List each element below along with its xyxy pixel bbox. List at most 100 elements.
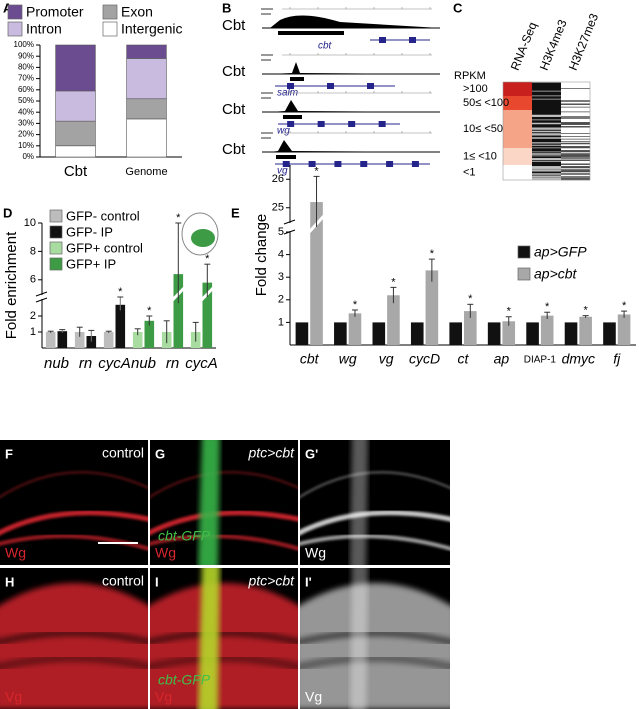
heat-line: [532, 167, 561, 169]
y-tick-label: 40%: [18, 107, 34, 116]
heat-line: [532, 130, 561, 132]
heat-line: [532, 90, 561, 92]
heat-line: [532, 151, 561, 153]
heat-line: [532, 177, 561, 178]
stain-band: [0, 510, 148, 536]
x-tick-label: DIAP-1: [524, 355, 557, 366]
bar: [464, 311, 477, 345]
exon: [367, 83, 374, 89]
stain-label: Wg: [155, 545, 176, 561]
significance-star: *: [430, 248, 435, 260]
heat-line: [532, 173, 561, 174]
heat-line: [561, 167, 590, 169]
bar: [74, 332, 85, 348]
bar: [540, 315, 554, 345]
heat-line: [532, 166, 561, 167]
legend-swatch: [7, 21, 23, 37]
heat-line: [532, 95, 561, 97]
heat-line: [561, 117, 590, 118]
panel-label: G': [305, 446, 318, 461]
x-tick-label: Genome: [125, 166, 167, 178]
y-tick-label: 4: [278, 249, 284, 261]
x-tick-label: nub: [131, 355, 156, 372]
scale-text: [261, 132, 273, 134]
exon: [411, 161, 419, 167]
image-caption: control: [102, 573, 144, 589]
peak-call: [276, 155, 296, 159]
stain-label: Wg: [5, 545, 26, 561]
heat-line: [561, 103, 590, 105]
legend-swatch: [102, 4, 118, 20]
heat-line: [532, 154, 561, 155]
bar: [526, 322, 539, 345]
stain-label: Wg: [305, 545, 326, 561]
bar: [372, 322, 386, 345]
significance-star: *: [353, 299, 358, 311]
tissue-outline: [0, 471, 148, 499]
heat-line: [532, 129, 561, 130]
bar: [564, 322, 578, 345]
legend-label: Exon: [121, 4, 153, 20]
heat-cell: [503, 82, 532, 96]
gene-name: cbt: [318, 41, 333, 52]
heat-line: [532, 123, 561, 125]
legend-label: Intron: [26, 21, 62, 37]
chip-peak: [270, 15, 440, 28]
row-axis-title: RPKM: [454, 70, 486, 82]
bar-segment: [55, 44, 96, 92]
heat-line: [561, 133, 590, 134]
y-tick-label: 25: [272, 202, 284, 214]
heat-line: [561, 177, 590, 178]
legend-label: Promoter: [26, 4, 84, 20]
bar: [295, 322, 309, 345]
heat-line: [561, 126, 590, 127]
marker-label: cbt-GFP: [158, 672, 211, 688]
heat-line: [561, 171, 590, 173]
bar: [45, 332, 56, 348]
heat-line: [561, 142, 590, 144]
exon: [379, 37, 386, 43]
heat-line: [532, 116, 561, 117]
heat-line: [561, 170, 590, 172]
bar: [617, 314, 631, 345]
heat-line: [532, 176, 561, 177]
stain-label: Vg: [155, 689, 172, 705]
bar: [410, 322, 424, 345]
stain-band: [0, 654, 148, 671]
heat-line: [532, 174, 561, 175]
scale-text: [261, 92, 273, 94]
bar: [603, 322, 616, 345]
x-tick-label: nub: [44, 355, 69, 372]
legend-label: GFP- IP: [66, 224, 113, 239]
heat-line: [561, 106, 590, 108]
legend-swatch: [102, 21, 118, 37]
scale-text: [261, 137, 271, 139]
heat-cell: [503, 96, 532, 110]
heat-line: [532, 138, 561, 139]
chip-peak: [270, 62, 440, 74]
heat-line: [532, 178, 561, 180]
peak-call: [283, 115, 302, 119]
heat-line: [561, 173, 590, 174]
heat-line: [561, 166, 590, 167]
y-tick-label: 1: [30, 326, 36, 338]
scale-text: [261, 13, 271, 15]
heat-column: [561, 82, 590, 180]
exon: [317, 121, 325, 127]
heat-cell: [503, 148, 532, 165]
image-content: [0, 471, 148, 551]
legend-label: GFP- control: [66, 208, 140, 223]
axis-break-mark: [283, 229, 296, 235]
heat-line: [561, 126, 590, 128]
image-caption: control: [102, 445, 144, 461]
heat-line: [532, 143, 561, 145]
legend-swatch: [517, 245, 531, 259]
significance-star: *: [118, 286, 123, 298]
chip-peak: [270, 100, 440, 112]
bar: [173, 274, 184, 348]
heat-line: [561, 111, 590, 113]
heat-line: [561, 100, 590, 101]
heat-line: [561, 146, 590, 148]
